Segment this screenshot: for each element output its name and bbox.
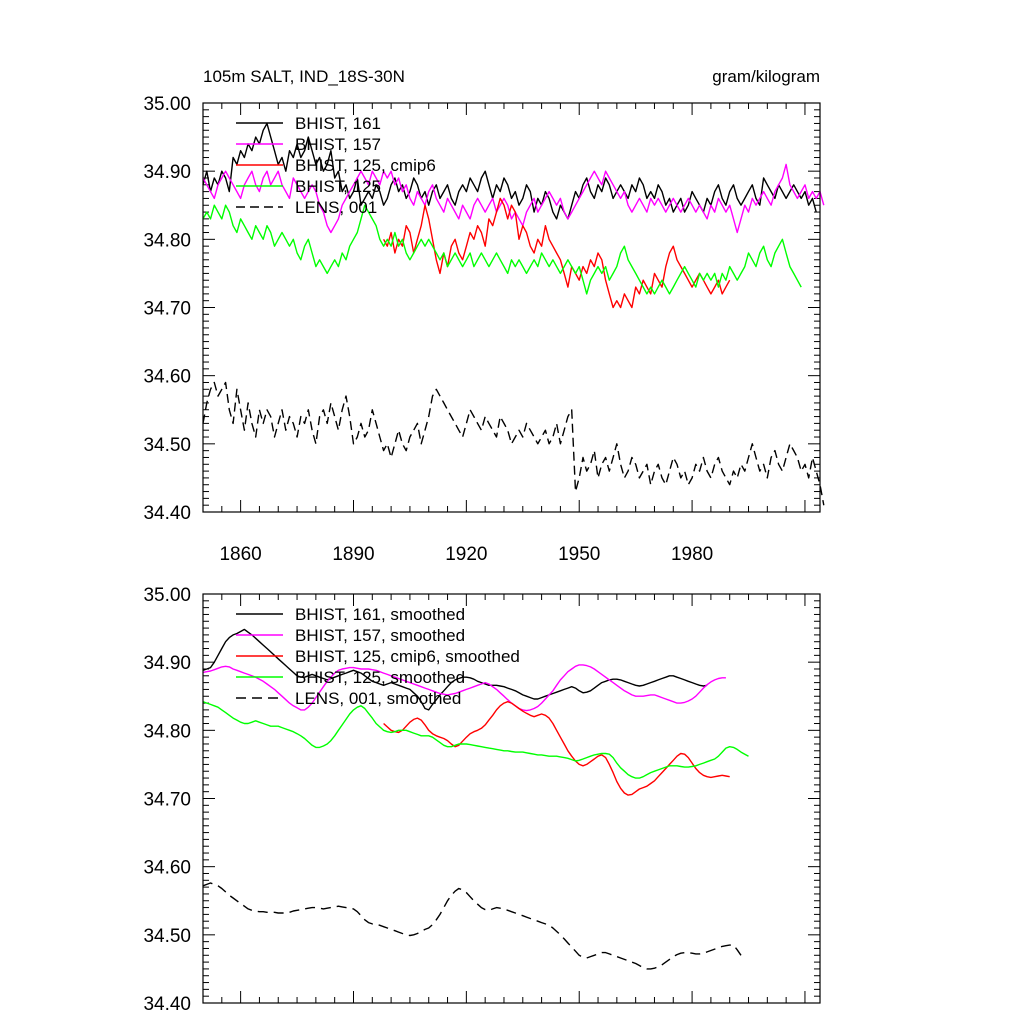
x-tick-label: 1950: [558, 544, 600, 565]
top-x-tick-labels: 1860 1890 1920 1950 1980: [219, 544, 713, 565]
y-tick-label: 34.50: [143, 926, 191, 947]
series-line-2: [382, 197, 731, 309]
y-tick-label: 34.50: [143, 435, 191, 456]
legend-label: BHIST, 157: [295, 135, 381, 154]
top-legend: BHIST, 161 BHIST, 157 BHIST, 125, cmip6 …: [236, 114, 436, 217]
y-tick-label: 34.60: [143, 367, 191, 388]
series-line-0: [202, 122, 817, 220]
bottom-legend: BHIST, 161, smoothed BHIST, 157, smoothe…: [236, 605, 520, 708]
y-tick-label: 35.00: [143, 94, 191, 115]
x-tick-label: 1920: [445, 544, 487, 565]
x-tick-label: 1860: [219, 544, 261, 565]
y-tick-label: 34.70: [143, 299, 191, 320]
y-tick-label: 34.90: [143, 653, 191, 674]
legend-label: LENS, 001: [295, 198, 377, 217]
legend-label: BHIST, 161: [295, 114, 381, 133]
top-panel: 105m SALT, IND_18S-30N gram/kilogram 34.…: [143, 67, 825, 565]
bottom-y-tick-labels: 34.40 34.50 34.60 34.70 34.80 34.90 35.0…: [143, 585, 191, 1015]
legend-label: BHIST, 125, cmip6, smoothed: [295, 647, 520, 666]
chart-title-left: 105m SALT, IND_18S-30N: [203, 67, 405, 86]
top-series: [202, 122, 825, 506]
x-tick-label: 1890: [332, 544, 374, 565]
series-line-1: [202, 664, 726, 712]
legend-label: BHIST, 157, smoothed: [295, 626, 465, 645]
series-line-3: [202, 701, 749, 779]
y-tick-label: 34.40: [143, 994, 191, 1015]
y-tick-label: 34.70: [143, 790, 191, 811]
x-tick-label: 1980: [671, 544, 713, 565]
y-tick-label: 35.00: [143, 585, 191, 606]
bottom-plot-frame: [202, 593, 821, 1004]
bottom-panel: 34.40 34.50 34.60 34.70 34.80 34.90 35.0…: [143, 585, 821, 1015]
series-line-4: [202, 381, 825, 506]
legend-label: BHIST, 161, smoothed: [295, 605, 465, 624]
legend-label: BHIST, 125, cmip6: [295, 156, 436, 175]
series-line-4: [202, 882, 742, 970]
y-tick-label: 34.40: [143, 503, 191, 524]
bottom-axis-ticks: [202, 593, 820, 1004]
series-line-0: [202, 628, 708, 711]
y-tick-label: 34.80: [143, 721, 191, 742]
legend-label: BHIST, 125: [295, 177, 381, 196]
y-tick-label: 34.80: [143, 230, 191, 251]
y-tick-label: 34.90: [143, 162, 191, 183]
y-tick-label: 34.60: [143, 858, 191, 879]
chart-title-right: gram/kilogram: [712, 67, 820, 86]
top-y-tick-labels: 34.40 34.50 34.60 34.70 34.80 34.90 35.0…: [143, 94, 191, 524]
bottom-series: [202, 628, 749, 970]
series-line-2: [383, 701, 730, 796]
top-plot-frame: [202, 102, 821, 513]
series-line-3: [202, 204, 802, 295]
legend-label: BHIST, 125, smoothed: [295, 668, 465, 687]
series-line-1: [202, 163, 825, 234]
legend-label: LENS, 001, smoothed: [295, 689, 461, 708]
